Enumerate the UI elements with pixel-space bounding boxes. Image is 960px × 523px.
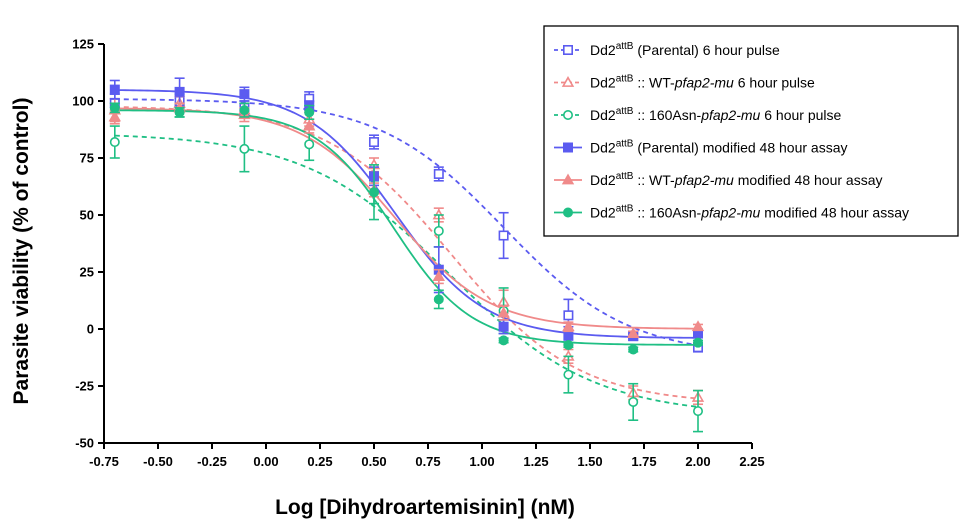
- data-point-series-6: [174, 107, 185, 118]
- legend-marker-series-5: [561, 173, 575, 185]
- data-point-series-1: [498, 230, 509, 241]
- data-point-series-6: [109, 102, 120, 113]
- y-tick-label: 50: [80, 208, 94, 223]
- data-point-series-4: [563, 330, 574, 341]
- x-tick-label: -0.25: [197, 454, 227, 469]
- data-point-series-3: [433, 225, 444, 236]
- data-point-series-5: [691, 320, 705, 332]
- legend-label-series-4: Dd2attB (Parental) modified 48 hour assa…: [590, 139, 847, 156]
- fit-curve-series-2: [114, 106, 699, 400]
- data-point-series-5: [108, 110, 122, 122]
- data-point-series-6: [628, 344, 639, 355]
- data-point-series-6: [368, 187, 379, 198]
- data-point-series-1: [433, 168, 444, 179]
- legend-label-series-5: Dd2attB :: WT-pfap2-mu modified 48 hour …: [590, 171, 883, 188]
- data-point-series-4: [498, 321, 509, 332]
- y-tick-label: -50: [75, 436, 94, 451]
- y-axis-title: Parasite viability (% of control): [10, 98, 33, 405]
- x-tick-label: 1.25: [523, 454, 548, 469]
- data-point-series-5: [302, 119, 316, 131]
- legend-marker-series-1: [562, 44, 573, 55]
- legend-marker-series-4: [562, 142, 573, 153]
- data-point-series-6: [498, 335, 509, 346]
- y-tick-label: 25: [80, 265, 94, 280]
- x-tick-label: 2.25: [739, 454, 764, 469]
- x-axis-title: Log [Dihydroartemisinin] (nM): [275, 496, 575, 519]
- data-point-series-5: [626, 327, 640, 338]
- x-tick-label: 2.00: [685, 454, 710, 469]
- legend-label-series-1: Dd2attB (Parental) 6 hour pulse: [590, 41, 780, 58]
- fit-curve-series-1: [114, 98, 699, 347]
- data-point-series-5: [497, 306, 510, 318]
- data-point-series-3: [692, 406, 703, 417]
- legend-marker-series-6: [562, 207, 573, 218]
- legend: Dd2attB (Parental) 6 hour pulse Dd2attB :…: [543, 25, 959, 237]
- y-tick-label: 125: [72, 37, 94, 52]
- legend-box: [543, 25, 959, 237]
- legend-label-series-3: Dd2attB :: 160Asn-pfap2-mu 6 hour pulse: [590, 106, 842, 123]
- fit-curve-series-6: [114, 109, 699, 346]
- x-tick-label: 1.50: [577, 454, 602, 469]
- x-tick-label: -0.75: [89, 454, 119, 469]
- data-point-series-3: [239, 143, 250, 154]
- data-point-series-5: [432, 270, 446, 281]
- fit-curve-series-3: [114, 134, 699, 408]
- data-point-series-6: [304, 107, 315, 118]
- data-point-series-6: [433, 294, 444, 305]
- x-tick-label: 0.00: [253, 454, 278, 469]
- x-tick-label: 1.00: [469, 454, 494, 469]
- data-point-series-3: [628, 396, 639, 407]
- legend-label-series-2: Dd2attB :: WT-pfap2-mu 6 hour pulse: [590, 74, 815, 91]
- legend-marker-series-2: [561, 76, 575, 87]
- x-tick-label: 0.75: [415, 454, 440, 469]
- data-point-series-3: [109, 137, 120, 148]
- data-points: [108, 77, 705, 433]
- fit-curve-series-4: [114, 89, 699, 339]
- data-point-series-1: [368, 137, 379, 148]
- data-point-series-6: [692, 337, 703, 348]
- y-tick-label: 100: [72, 94, 94, 109]
- fit-curves: [114, 89, 699, 408]
- data-point-series-1: [563, 310, 574, 321]
- x-tick-label: 1.75: [631, 454, 656, 469]
- legend-label-series-6: Dd2attB :: 160Asn-pfap2-mu modified 48 h…: [590, 204, 909, 221]
- y-tick-label: 75: [80, 151, 94, 166]
- y-tick-label: 0: [87, 322, 94, 337]
- data-point-series-6: [563, 339, 574, 350]
- data-point-series-5: [562, 320, 575, 332]
- data-point-series-4: [109, 84, 120, 95]
- legend-marker-series-3: [562, 110, 573, 121]
- x-tick-label: -0.50: [143, 454, 173, 469]
- x-tick-label: 0.50: [361, 454, 386, 469]
- x-tick-label: 0.25: [307, 454, 332, 469]
- data-point-series-4: [239, 89, 250, 100]
- ticks: -50 -25 0 25 50 75 100 125 -0.75 -0.50 -0.25 0.00 0.…: [72, 37, 764, 470]
- data-point-series-4: [174, 86, 185, 97]
- data-point-series-3: [304, 139, 315, 150]
- data-point-series-6: [239, 105, 250, 116]
- data-point-series-3: [563, 369, 574, 380]
- y-tick-label: -25: [75, 379, 94, 394]
